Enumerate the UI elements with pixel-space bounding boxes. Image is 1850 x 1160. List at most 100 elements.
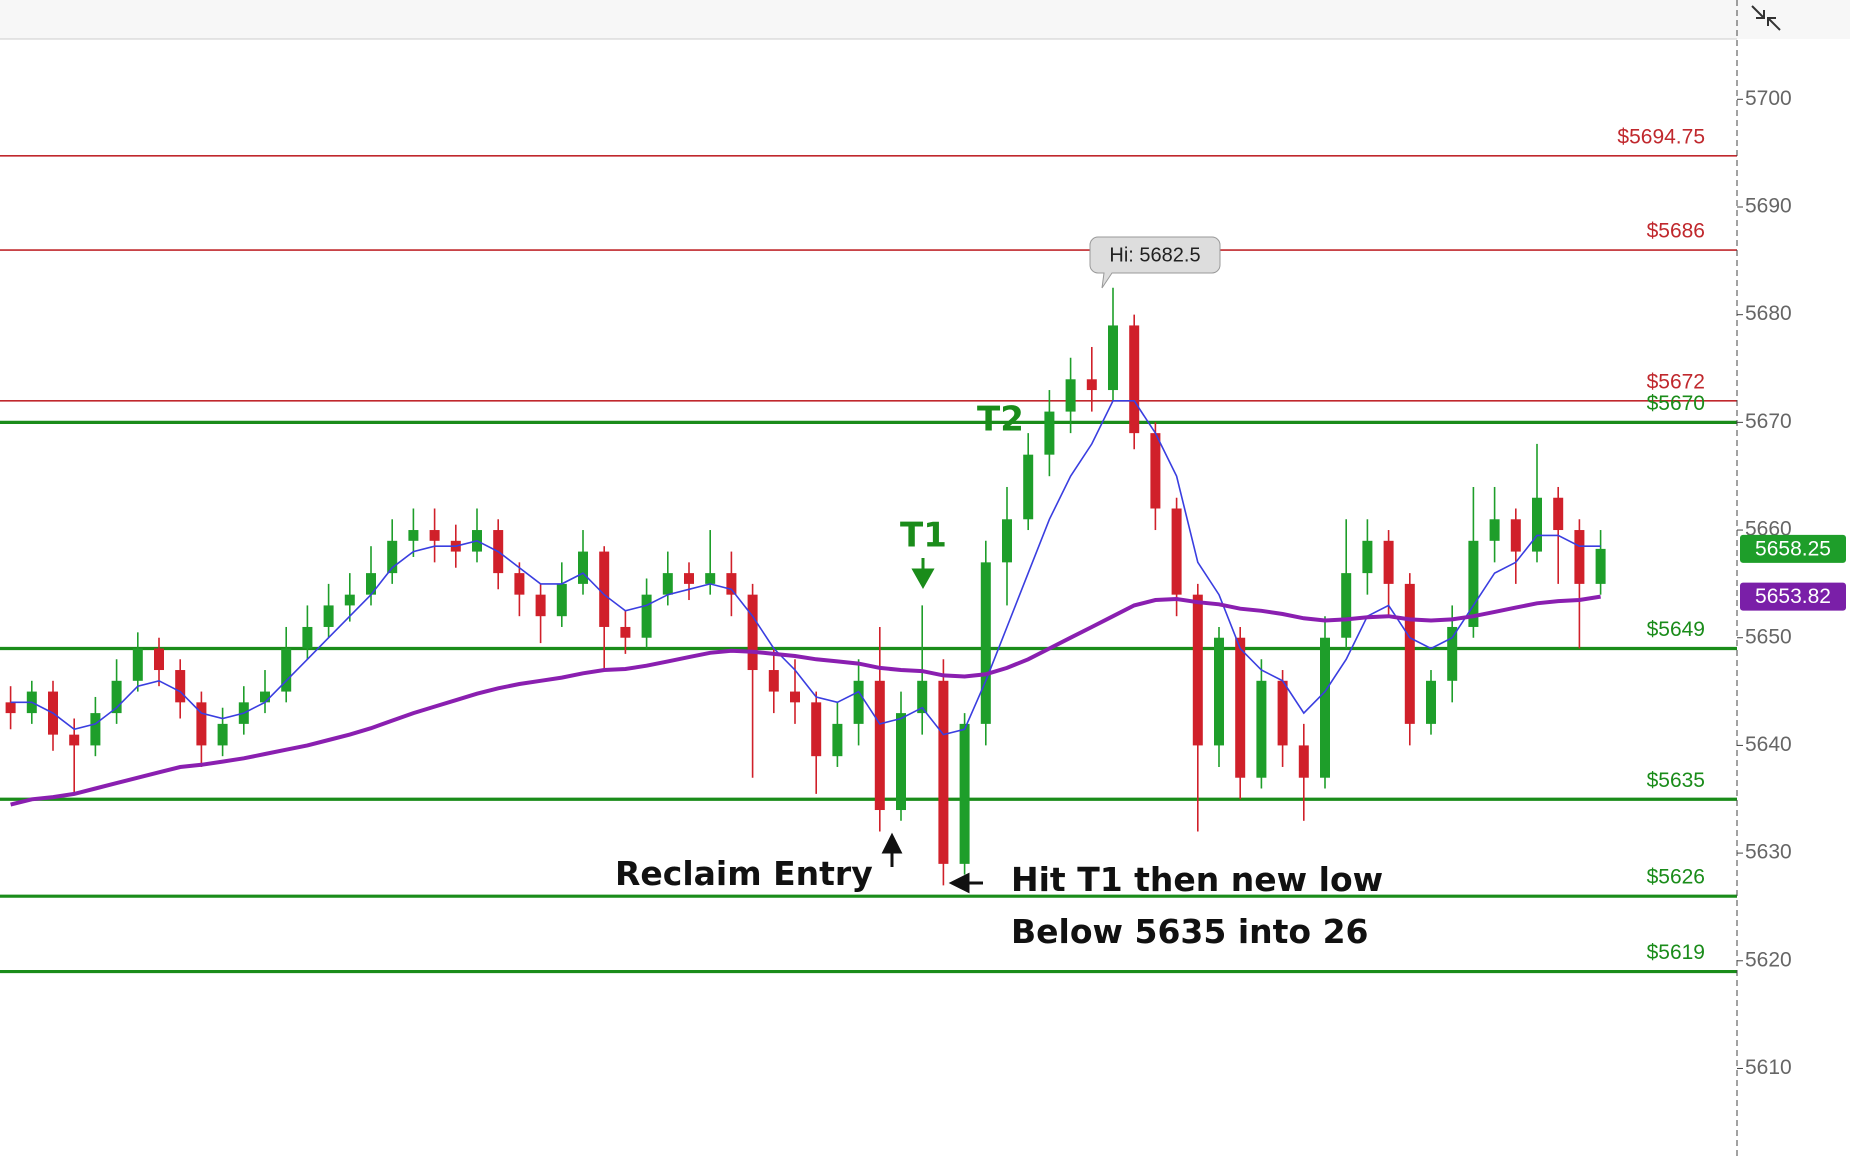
- candle-body: [832, 723, 843, 757]
- candle-body: [132, 648, 143, 681]
- candle-body: [874, 680, 885, 811]
- candle-body: [1002, 519, 1012, 563]
- candle-body: [408, 530, 419, 541]
- candle-body: [429, 530, 440, 541]
- price-tag-label: 5653.82: [1755, 585, 1831, 608]
- candle-body: [1171, 508, 1182, 595]
- y-tick-label: 5670: [1745, 410, 1792, 433]
- plot-area: $5694.75 $5686 $5672$5670 $5649 $5635 $5626 $5…: [0, 125, 1737, 974]
- candle-body: [1256, 680, 1267, 778]
- level-label: $5635: [1647, 769, 1705, 792]
- entry-arrow: [881, 832, 903, 867]
- toolbar: [0, 0, 1850, 39]
- y-tick-label: 5640: [1745, 733, 1792, 756]
- candle-body: [260, 691, 270, 703]
- candle-body: [1298, 745, 1309, 778]
- candle-body: [705, 573, 716, 584]
- candle-body: [281, 648, 292, 692]
- candle-body: [641, 594, 652, 638]
- y-tick-label: 5620: [1745, 948, 1792, 971]
- candle-body: [1150, 433, 1161, 509]
- level-label: $5670: [1647, 392, 1705, 415]
- low-arrow: [948, 872, 983, 894]
- price-tag: [1740, 582, 1846, 611]
- t1-label: T1: [900, 516, 947, 556]
- y-tick-label: 5680: [1745, 302, 1792, 325]
- y-tick-label: 5660: [1745, 518, 1792, 541]
- candle-body: [768, 670, 779, 692]
- candle-body: [1023, 454, 1034, 520]
- entry-label: Reclaim Entry: [615, 854, 873, 893]
- y-tick-label: 5700: [1745, 87, 1792, 110]
- candle-body: [344, 594, 355, 606]
- candle-body: [514, 573, 525, 595]
- annotations: Hi: 5682.5 T2 T1 Reclaim Entry Hit T1 th…: [615, 236, 1383, 951]
- level-label: $5649: [1647, 618, 1705, 641]
- level-label: $5694.75: [1617, 125, 1705, 148]
- candle-body: [175, 670, 186, 703]
- candle-body: [938, 680, 949, 864]
- candle-body: [1192, 594, 1203, 746]
- candle-body: [1277, 680, 1288, 746]
- candle-body: [917, 680, 928, 714]
- candle-body: [747, 594, 758, 671]
- note-line-2: Below 5635 into 26: [1011, 912, 1369, 951]
- high-bubble: [1089, 236, 1221, 289]
- level-label: $5686: [1647, 220, 1705, 243]
- candle-body: [556, 583, 567, 617]
- candle-body: [366, 573, 376, 595]
- candle-body: [535, 594, 546, 617]
- t2-label: T2: [977, 400, 1024, 440]
- candle-body: [896, 713, 906, 811]
- candle-body: [111, 680, 122, 714]
- candle-body: [620, 626, 631, 638]
- price-tag-label: 5658.25: [1755, 537, 1831, 560]
- candle-body: [387, 540, 398, 574]
- candle-body: [90, 713, 101, 746]
- candle-body: [811, 702, 822, 757]
- candle-body: [1362, 540, 1373, 574]
- candle-body: [1489, 519, 1500, 541]
- candle-body: [217, 723, 228, 746]
- y-tick-label: 5610: [1745, 1056, 1792, 1079]
- candle-body: [1065, 379, 1076, 412]
- candle-body: [1510, 519, 1521, 552]
- y-tick-label: 5650: [1745, 625, 1792, 648]
- level-label: $5626: [1647, 866, 1705, 889]
- candle-body: [154, 648, 164, 671]
- candle-body: [196, 702, 207, 746]
- candle-body: [980, 562, 991, 724]
- collapse-icon[interactable]: [1751, 5, 1781, 31]
- candle-body: [1129, 325, 1140, 434]
- candle-body: [1404, 583, 1415, 724]
- moving-average: [10, 594, 1601, 807]
- candle-body: [1044, 411, 1055, 455]
- candle-body: [1320, 637, 1330, 778]
- candle-body: [1214, 637, 1224, 746]
- candle-body: [1468, 540, 1479, 627]
- candle-body: [599, 551, 610, 627]
- candle-body: [1108, 325, 1118, 391]
- candle-body: [1383, 540, 1394, 584]
- price-tag: [1740, 534, 1846, 563]
- level-label: $5672: [1647, 370, 1705, 393]
- candle-body: [5, 702, 16, 714]
- candle-body: [1235, 637, 1246, 778]
- candle-body: [1574, 530, 1585, 584]
- candle-body: [323, 605, 334, 627]
- candle-body: [578, 551, 588, 584]
- candle-body: [684, 573, 694, 584]
- candle-body: [853, 680, 864, 724]
- candle-body: [1341, 573, 1352, 638]
- candle-body: [1595, 548, 1606, 584]
- candle-body: [1426, 680, 1436, 724]
- high-label: Hi: 5682.5: [1109, 244, 1200, 266]
- y-tick-label: 5690: [1745, 195, 1792, 218]
- moving-average: [10, 400, 1601, 736]
- level-label: $5619: [1647, 941, 1705, 964]
- candle-body: [302, 626, 313, 649]
- candle-body: [1086, 379, 1097, 391]
- candle-body: [959, 723, 970, 864]
